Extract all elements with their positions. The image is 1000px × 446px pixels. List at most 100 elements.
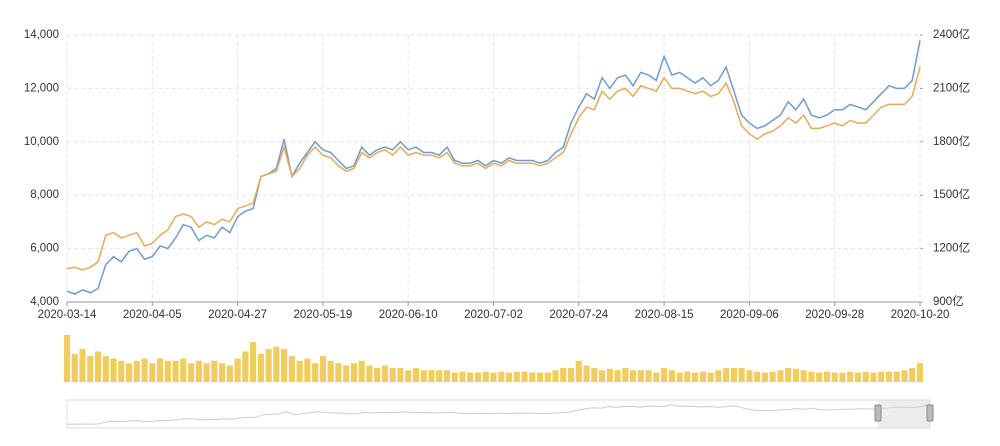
volume-bar (211, 360, 218, 382)
volume-bar (598, 370, 606, 382)
volume-bar (451, 372, 458, 382)
y2-tick-label: 900亿 (933, 295, 964, 308)
volume-bar (180, 358, 187, 382)
volume-bar (467, 372, 474, 382)
volume-bar (707, 372, 714, 382)
volume-bar (498, 371, 505, 382)
x-tick-label: 2020-09-06 (720, 309, 779, 321)
volume-bar (250, 342, 257, 382)
volume-bar (459, 371, 466, 382)
x-tick-label: 2020-07-24 (549, 309, 608, 321)
volume-bar (862, 371, 869, 382)
volume-bar (785, 367, 792, 382)
volume-bar (521, 371, 528, 382)
volume-bar (172, 360, 179, 382)
volume-bar (102, 356, 109, 382)
volume-bar (343, 365, 350, 382)
volume-bar (777, 370, 784, 382)
volume-bar (630, 370, 637, 382)
volume-bar (761, 372, 768, 382)
volume-bar (769, 371, 776, 382)
volume-bar (552, 370, 559, 382)
volume-bar (792, 368, 800, 382)
volume-bar (164, 360, 171, 382)
volume-bar (723, 367, 730, 382)
volume-bar (133, 360, 140, 382)
y-tick-label: 6,000 (30, 243, 59, 255)
volume-bar (319, 356, 326, 382)
volume-bar (839, 372, 846, 382)
x-tick-label: 2020-05-19 (293, 309, 352, 321)
volume-bar (878, 371, 885, 382)
volume-bar (156, 358, 164, 382)
volume-bar (645, 370, 652, 382)
volume-bar (591, 367, 598, 382)
navigator-handle[interactable] (874, 404, 882, 422)
volume-bar (79, 349, 86, 382)
volume-bar (715, 370, 722, 382)
volume-bar (234, 358, 241, 382)
volume-bar (428, 370, 435, 382)
volume-bar (350, 363, 357, 382)
volume-bar (273, 346, 280, 382)
volume-bar (730, 367, 737, 382)
volume-bar (87, 356, 94, 382)
volume-bar (823, 371, 831, 382)
volume-bar (381, 365, 389, 382)
volume-bar (71, 353, 78, 382)
volume-bar (870, 372, 877, 382)
volume-bar (327, 360, 334, 382)
volume-bar (397, 367, 404, 382)
y-tick-label: 4,000 (30, 296, 59, 308)
volume-bar (606, 368, 613, 382)
navigator-handle[interactable] (926, 404, 934, 422)
y2-tick-label: 1800亿 (933, 135, 970, 148)
volume-bar (513, 371, 520, 382)
volume-bar (544, 372, 551, 382)
volume-bar (242, 351, 249, 382)
volume-bar (125, 363, 133, 382)
volume-bar (653, 372, 660, 382)
volume-bar (94, 351, 102, 382)
y2-tick-label: 1200亿 (933, 242, 970, 255)
volume-bar (149, 363, 156, 382)
volume-bar (296, 360, 303, 382)
volume-bar (203, 363, 210, 382)
volume-bar (226, 365, 233, 382)
volume-bar (288, 356, 295, 382)
navigator-frame (66, 399, 931, 429)
volume-bar (374, 367, 381, 382)
volume-bar (738, 367, 745, 382)
x-tick-label: 2020-04-05 (123, 309, 182, 321)
volume-bar (141, 358, 148, 382)
y2-tick-label: 2400亿 (933, 28, 970, 41)
x-tick-label: 2020-10-20 (891, 309, 950, 321)
volume-bar (800, 370, 807, 382)
volume-bar (281, 349, 288, 382)
x-tick-label: 2020-07-02 (464, 309, 523, 321)
y2-tick-label: 1500亿 (933, 188, 970, 201)
volume-bar (560, 367, 567, 382)
volume-bar (405, 370, 412, 382)
volume-bar (893, 371, 900, 382)
volume-bar (474, 372, 482, 382)
volume-bar (854, 372, 862, 382)
volume-bar (567, 367, 575, 382)
x-tick-label: 2020-08-15 (635, 309, 694, 321)
x-tick-label: 2020-06-10 (379, 309, 438, 321)
volume-bar (219, 363, 226, 382)
volume-bar (505, 372, 513, 382)
volume-bar (312, 363, 319, 382)
volume-bar (916, 363, 924, 382)
volume-bar (614, 370, 621, 382)
navigator-selection[interactable] (878, 400, 930, 428)
volume-bar (536, 372, 544, 382)
volume-bar (901, 370, 908, 382)
volume-bar (529, 372, 536, 382)
volume-bar (684, 371, 691, 382)
volume-bar (482, 371, 489, 382)
volume-bar (637, 370, 644, 382)
volume-bar (746, 370, 753, 382)
